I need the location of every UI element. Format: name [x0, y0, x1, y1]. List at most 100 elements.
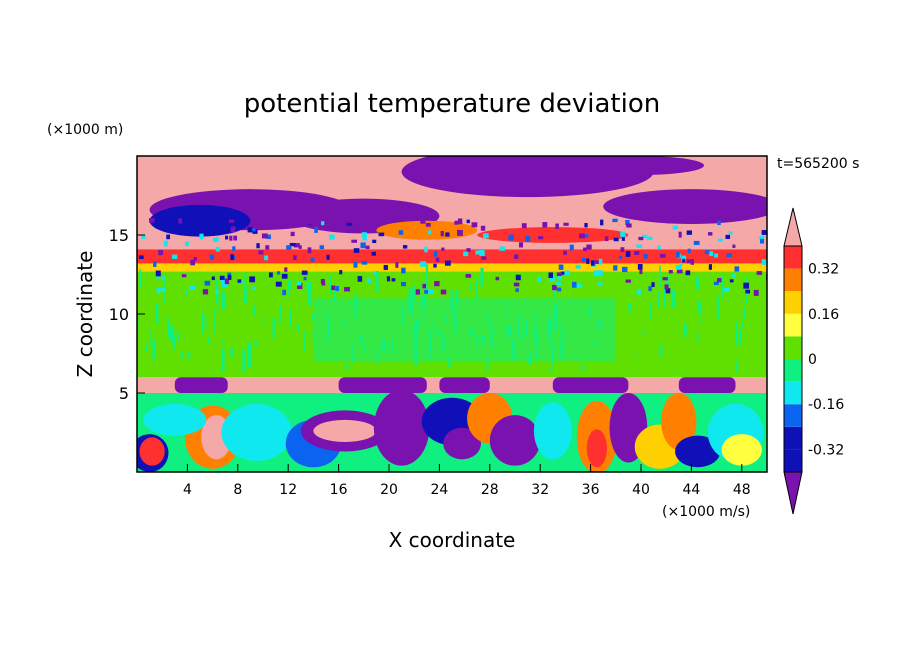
turbulence-speckle — [415, 289, 420, 295]
turbulence-speckle — [339, 270, 343, 275]
turbulence-speckle — [651, 282, 655, 288]
turbulence-speckle — [181, 274, 187, 278]
colorbar-swatch — [784, 404, 802, 427]
mid-streak — [244, 285, 247, 304]
turbulence-speckle — [704, 250, 711, 255]
colorbar-swatch — [784, 359, 802, 382]
turbulence-speckle — [678, 231, 682, 238]
turbulence-speckle — [463, 251, 469, 257]
mid-streak — [289, 309, 292, 328]
mid-streak — [213, 307, 215, 334]
turbulence-speckle — [586, 244, 592, 250]
turbulence-speckle — [158, 250, 164, 255]
turbulence-speckle — [676, 251, 680, 258]
turbulence-speckle — [620, 231, 626, 237]
turbulence-speckle — [402, 245, 408, 249]
turbulence-speckle — [420, 261, 427, 267]
turbulence-speckle — [725, 234, 731, 239]
turbulence-speckle — [625, 279, 631, 283]
turbulence-speckle — [728, 231, 733, 235]
turbulence-speckle — [237, 279, 242, 283]
inversion-cap — [439, 377, 490, 393]
mid-streak — [333, 286, 337, 302]
turbulence-speckle — [319, 245, 325, 250]
mid-streak — [221, 291, 226, 310]
turbulence-speckle — [233, 235, 238, 241]
mid-streak — [700, 316, 702, 324]
lower-eddy — [533, 402, 572, 460]
turbulence-speckle — [199, 233, 204, 240]
mid-streak — [263, 314, 265, 327]
lower-eddy — [675, 435, 721, 468]
turbulence-speckle — [668, 270, 673, 274]
turbulence-speckle — [648, 286, 652, 292]
turbulence-speckle — [386, 276, 391, 282]
mid-streak — [738, 329, 742, 345]
colorbar-tick-label: -0.32 — [808, 442, 844, 458]
turbulence-speckle — [184, 241, 189, 247]
x-tick-label: 8 — [233, 482, 242, 498]
turbulence-speckle — [275, 281, 282, 287]
mid-streak — [480, 267, 484, 287]
turbulence-speckle — [613, 237, 619, 242]
mid-streak — [172, 334, 176, 351]
y-tick-label: 10 — [109, 305, 129, 324]
mid-streak — [628, 303, 632, 313]
turbulence-speckle — [641, 234, 648, 239]
mid-streak — [666, 275, 669, 290]
colorbar-tick-label: -0.16 — [808, 397, 844, 413]
turbulence-speckle — [276, 271, 281, 275]
turbulence-speckle — [401, 267, 406, 274]
turbulence-speckle — [499, 246, 505, 251]
turbulence-speckle — [745, 289, 751, 294]
turbulence-speckle — [344, 286, 350, 292]
mid-streak — [305, 284, 308, 290]
mid-streak — [475, 276, 477, 301]
turbulence-speckle — [556, 272, 562, 277]
turbulence-speckle — [483, 233, 489, 239]
turbulence-speckle — [595, 260, 600, 264]
turbulence-speckle — [219, 275, 225, 280]
turbulence-speckle — [209, 254, 215, 260]
mid-streak — [420, 282, 422, 298]
turbulence-speckle — [166, 235, 170, 239]
x-unit-label: (×1000 m/s) — [662, 504, 750, 520]
turbulence-speckle — [620, 247, 625, 252]
mid-streak — [254, 340, 258, 347]
turbulence-speckle — [224, 278, 230, 285]
mid-streak — [720, 276, 724, 298]
mid-streak — [207, 336, 211, 344]
turbulence-speckle — [672, 225, 679, 230]
turbulence-speckle — [466, 248, 471, 252]
x-tick-label: 48 — [733, 482, 751, 498]
mid-streak — [288, 279, 292, 291]
mid-streak — [735, 360, 738, 373]
turbulence-speckle — [681, 255, 687, 262]
turbulence-speckle — [321, 221, 325, 226]
turbulence-speckle — [560, 271, 565, 275]
turbulence-speckle — [457, 229, 463, 236]
turbulence-speckle — [521, 223, 527, 229]
turbulence-speckle — [353, 261, 358, 268]
y-axis: 5 10 15 — [109, 226, 145, 403]
lower-eddy — [586, 429, 607, 468]
turbulence-speckle — [155, 270, 161, 277]
turbulence-speckle — [247, 227, 253, 233]
lower-eddy — [139, 437, 165, 466]
turbulence-speckle — [563, 222, 569, 226]
turbulence-speckle — [354, 222, 358, 229]
turbulence-speckle — [444, 260, 451, 266]
turbulence-speckle — [268, 272, 273, 278]
mid-streak — [329, 275, 332, 294]
mid-streak — [188, 351, 191, 360]
turbulence-speckle — [679, 262, 683, 267]
turbulence-speckle — [425, 222, 431, 227]
turbulence-speckle — [756, 271, 763, 275]
x-tick-label: 32 — [531, 482, 549, 498]
turbulence-speckle — [761, 259, 767, 265]
mid-streak — [650, 302, 652, 320]
turbulence-speckle — [398, 230, 404, 235]
turbulence-speckle — [252, 286, 256, 290]
mid-streak — [580, 363, 583, 372]
mid-streak — [660, 344, 663, 357]
